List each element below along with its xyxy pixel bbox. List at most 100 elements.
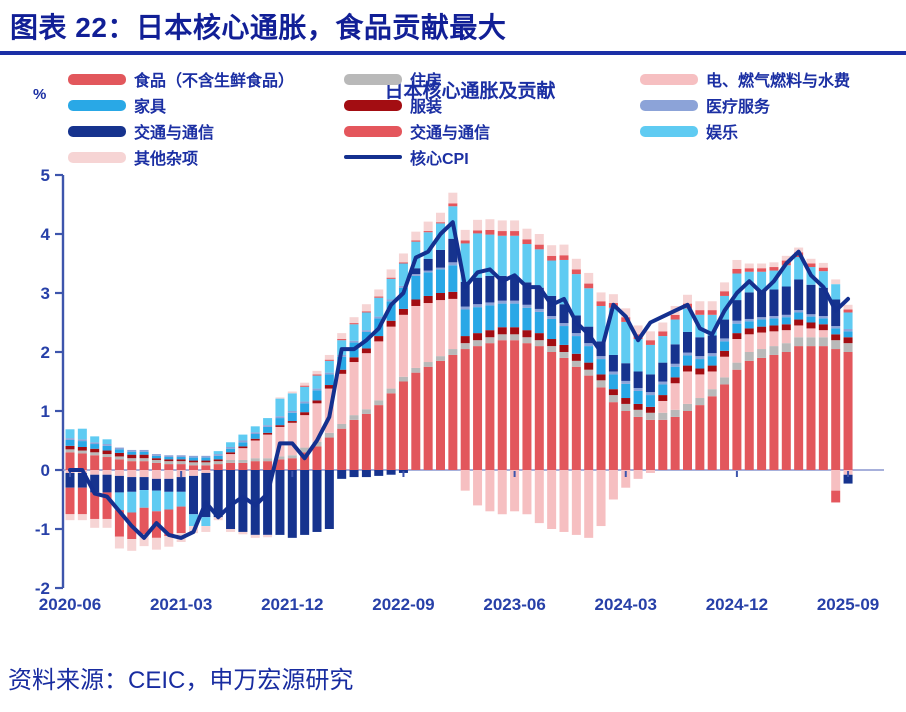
bar-segment bbox=[448, 354, 458, 470]
bar-segment bbox=[398, 381, 408, 470]
bar-segment bbox=[176, 457, 186, 460]
bar-segment bbox=[460, 470, 470, 491]
bar-segment bbox=[250, 458, 260, 462]
bar-segment bbox=[386, 299, 396, 302]
bar-segment bbox=[658, 381, 668, 385]
bar-segment bbox=[831, 328, 841, 335]
bar-segment bbox=[349, 317, 359, 324]
bar-segment bbox=[584, 362, 594, 370]
bar-segment bbox=[324, 360, 334, 373]
bar-segment bbox=[90, 442, 100, 445]
bar-segment bbox=[127, 461, 137, 470]
bar-segment bbox=[448, 203, 458, 207]
bar-segment bbox=[164, 459, 174, 462]
bar-segment bbox=[485, 219, 495, 230]
bar-segment bbox=[732, 333, 742, 340]
bar-segment bbox=[127, 454, 137, 459]
legend-color-swatch bbox=[344, 125, 402, 137]
bar-segment bbox=[423, 295, 433, 304]
bar-segment bbox=[670, 366, 680, 378]
bar-segment bbox=[621, 321, 631, 364]
bar-segment bbox=[510, 327, 520, 335]
bar-segment bbox=[645, 470, 655, 473]
bar-segment bbox=[127, 458, 137, 462]
bar-segment bbox=[361, 470, 371, 478]
bar-segment bbox=[732, 268, 742, 274]
y-axis-tick-label: 0 bbox=[41, 461, 50, 480]
bar-segment bbox=[720, 291, 730, 296]
bar-segment bbox=[757, 357, 767, 470]
bar-segment bbox=[510, 470, 520, 512]
bar-segment bbox=[411, 240, 421, 242]
bar-segment bbox=[238, 440, 248, 443]
bar-segment bbox=[114, 470, 124, 476]
bar-segment bbox=[287, 412, 297, 422]
bar-segment bbox=[201, 455, 211, 458]
bar-segment bbox=[90, 448, 100, 453]
legend-label: 娱乐 bbox=[706, 125, 739, 142]
bar-segment bbox=[361, 311, 371, 313]
bar-segment bbox=[522, 337, 532, 344]
bar-segment bbox=[287, 393, 297, 411]
bar-segment bbox=[831, 334, 841, 341]
bar-segment bbox=[263, 434, 273, 459]
bar-segment bbox=[374, 405, 384, 470]
bar-segment bbox=[287, 455, 297, 459]
bar-segment bbox=[300, 401, 310, 404]
bar-segment bbox=[645, 392, 655, 396]
bar-segment bbox=[337, 356, 347, 370]
bar-segment bbox=[497, 470, 507, 515]
bar-segment bbox=[238, 459, 248, 463]
bar-segment bbox=[213, 455, 223, 460]
bar-segment bbox=[621, 363, 631, 381]
bar-segment bbox=[744, 328, 754, 335]
y-axis-tick-label: 4 bbox=[41, 225, 51, 244]
bar-segment bbox=[213, 454, 223, 456]
bar-segment bbox=[571, 258, 581, 270]
bar-segment bbox=[77, 487, 87, 515]
bar-segment bbox=[423, 362, 433, 367]
bar-segment bbox=[473, 277, 483, 305]
bar-segment bbox=[65, 449, 75, 453]
bar-segment bbox=[621, 398, 631, 404]
bar-segment bbox=[720, 384, 730, 470]
bar-segment bbox=[436, 222, 445, 224]
bar-segment bbox=[559, 357, 569, 470]
legend-label: 交通与通信 bbox=[134, 125, 215, 142]
bar-segment bbox=[139, 458, 149, 462]
bar-segment bbox=[238, 434, 248, 441]
bar-segment bbox=[670, 344, 680, 364]
bar-segment bbox=[695, 359, 705, 369]
bar-segment bbox=[596, 356, 606, 360]
bar-segment bbox=[374, 316, 384, 319]
bar-segment bbox=[65, 429, 75, 439]
bar-segment bbox=[189, 514, 198, 527]
bar-segment bbox=[176, 455, 186, 458]
bar-segment bbox=[818, 337, 828, 347]
bar-segment bbox=[139, 477, 149, 491]
bar-segment bbox=[176, 506, 186, 534]
bar-segment bbox=[423, 258, 433, 271]
bar-segment bbox=[522, 470, 532, 515]
bar-segment bbox=[794, 279, 804, 311]
bar-segment bbox=[547, 260, 557, 296]
bar-segment bbox=[658, 362, 668, 382]
bar-segment bbox=[658, 419, 668, 470]
bar-segment bbox=[818, 267, 828, 272]
bar-segment bbox=[473, 230, 483, 234]
bar-segment bbox=[312, 441, 322, 447]
bar-segment bbox=[757, 271, 767, 291]
bar-segment bbox=[831, 490, 841, 503]
bar-segment bbox=[312, 390, 322, 401]
bar-segment bbox=[102, 470, 112, 475]
bar-segment bbox=[77, 453, 87, 470]
bar-segment bbox=[151, 454, 161, 456]
bar-segment bbox=[806, 322, 816, 329]
bar-segment bbox=[473, 304, 483, 308]
bar-segment bbox=[744, 334, 754, 352]
bar-segment bbox=[645, 331, 655, 341]
bar-segment bbox=[683, 403, 692, 411]
bar-segment bbox=[374, 336, 384, 342]
bar-segment bbox=[769, 267, 779, 271]
bar-segment bbox=[559, 352, 569, 358]
